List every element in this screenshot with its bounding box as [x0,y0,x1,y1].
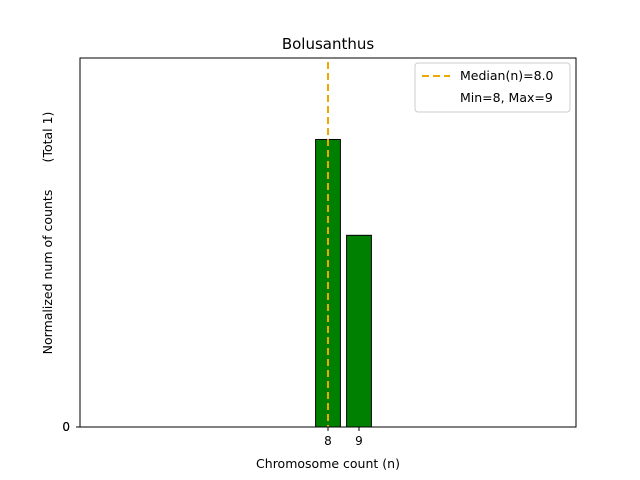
x-axis-label: Chromosome count (n) [256,456,400,471]
x-tick-label-8: 8 [324,434,332,448]
legend-box [414,62,571,113]
chart-title: Bolusanthus [282,35,375,53]
y-axis-label: Normalized num of counts [40,190,55,355]
bar-9 [346,234,372,428]
y-axis-total-label: (Total 1) [40,112,55,163]
y-tick-label: 0 [62,420,70,434]
x-tick-label-9: 9 [355,434,363,448]
legend-range-label: Min=8, Max=9 [460,90,553,105]
legend: Median(n)=8.0 Min=8, Max=9 [414,62,571,113]
y-axis-ticks: 00 [62,420,80,434]
y-tick-label: 0 [62,420,70,434]
legend-median-label: Median(n)=8.0 [460,68,554,83]
